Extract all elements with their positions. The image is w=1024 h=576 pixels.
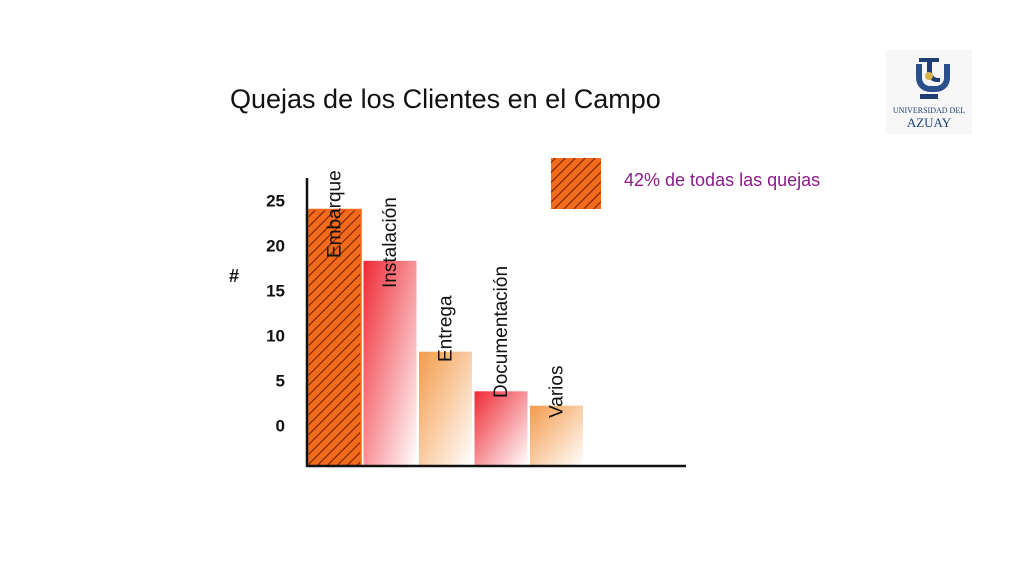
- category-label: Varios: [547, 366, 568, 418]
- category-label: Embarque: [325, 170, 346, 258]
- y-tick-label: 20: [266, 237, 285, 256]
- category-label: Documentación: [491, 266, 512, 398]
- y-axis-label: #: [229, 266, 239, 286]
- bar-entrega: [419, 351, 472, 466]
- bar-documentación: [474, 391, 528, 466]
- legend-annotation: 42% de todas las quejas: [624, 170, 821, 190]
- y-tick-label: 5: [276, 372, 285, 391]
- logo-text-line1: UNIVERSIDAD DEL: [893, 106, 965, 115]
- legend-swatch: [551, 158, 601, 209]
- y-tick-label: 0: [276, 417, 285, 436]
- y-tick-label: 25: [266, 192, 285, 211]
- bar-varios: [530, 405, 583, 466]
- chart-title: Quejas de los Clientes en el Campo: [230, 84, 661, 114]
- logo-text-line2: AZUAY: [907, 115, 952, 130]
- bar-embarque: [307, 208, 362, 467]
- y-tick-label: 15: [266, 282, 285, 301]
- y-tick-label: 10: [266, 327, 285, 346]
- category-label: Entrega: [436, 295, 457, 362]
- university-logo: UNIVERSIDAD DEL AZUAY: [886, 50, 972, 134]
- category-label: Instalación: [380, 197, 401, 288]
- bar-instalación: [363, 260, 417, 466]
